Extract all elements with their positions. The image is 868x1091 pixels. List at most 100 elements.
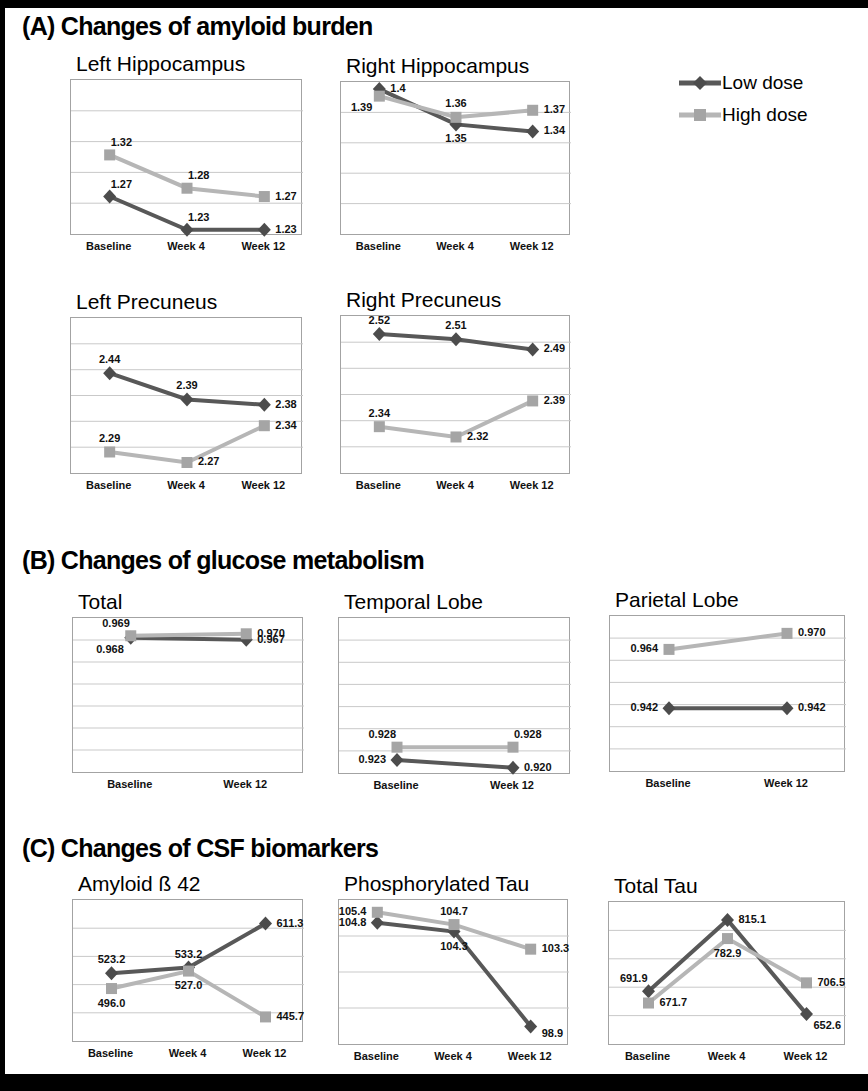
data-label: 671.7 <box>660 996 688 1009</box>
x-axis-label: Week 12 <box>243 1047 287 1059</box>
x-axis-label: Baseline <box>86 240 131 252</box>
data-label: 815.1 <box>739 913 767 926</box>
x-axis-labels: BaselineWeek 4Week 12 <box>340 235 570 257</box>
data-label: 2.38 <box>275 398 296 411</box>
chart-left-precuneus: Left Precuneus 2.442.392.382.292.272.34 … <box>70 291 302 496</box>
square-marker-icon <box>525 944 536 955</box>
data-label: 1.23 <box>188 211 209 224</box>
chart-canvas <box>71 318 303 473</box>
data-label: 2.39 <box>176 379 197 392</box>
diamond-marker-icon <box>103 190 116 204</box>
chart-left-hippocampus: Left Hippocampus 1.271.231.231.321.281.2… <box>70 54 302 257</box>
x-axis-label: Week 4 <box>436 240 474 252</box>
plot-area: 1.41.351.341.391.361.37 <box>340 81 570 235</box>
diamond-marker-icon <box>526 124 539 138</box>
data-label: 1.36 <box>445 97 466 110</box>
legend: Low dose High dose <box>678 72 808 125</box>
square-marker-icon <box>372 907 383 918</box>
x-axis-label: Week 12 <box>490 779 534 791</box>
square-marker-icon <box>449 919 460 930</box>
chart-total-tau: Total Tau 691.9815.1652.6671.7782.9706.5… <box>608 868 845 1067</box>
data-label: 1.37 <box>544 103 565 116</box>
square-marker-icon <box>801 977 812 988</box>
section-c-title: (C) Changes of CSF biomarkers <box>22 834 378 863</box>
chart-title: Right Precuneus <box>340 289 570 315</box>
x-axis-labels: BaselineWeek 4Week 12 <box>72 1042 303 1064</box>
x-axis-label: Week 12 <box>241 479 285 491</box>
data-label: 496.0 <box>98 997 126 1010</box>
square-marker-icon <box>782 628 793 639</box>
x-axis-label: Baseline <box>645 777 690 789</box>
plot-area: 0.9420.9420.9640.970 <box>609 615 845 772</box>
square-marker-icon <box>643 998 654 1009</box>
data-label: 0.920 <box>524 761 552 774</box>
data-label: 2.34 <box>369 407 390 420</box>
square-marker-icon <box>260 1011 271 1022</box>
x-axis-label: Week 12 <box>510 240 554 252</box>
x-axis-label: Week 4 <box>167 479 205 491</box>
data-label: 1.35 <box>445 132 466 145</box>
diamond-marker-icon <box>526 342 539 356</box>
plot-area: 104.8104.398.9105.4104.7103.3 <box>338 899 568 1045</box>
data-label: 1.23 <box>275 223 296 236</box>
diamond-marker-icon <box>781 701 794 715</box>
diamond-marker-icon <box>105 966 118 980</box>
data-label: 533.2 <box>175 948 203 961</box>
data-label: 652.6 <box>814 1019 842 1032</box>
square-marker-icon <box>182 183 193 194</box>
section-b-title: (B) Changes of glucose metabolism <box>22 546 424 575</box>
x-axis-labels: Baseline Week 12 <box>609 772 845 794</box>
chart-amyloid-beta-42: Amyloid ß 42 523.2533.2611.3496.0527.044… <box>72 869 303 1064</box>
diamond-marker-icon <box>450 332 463 346</box>
square-marker-icon <box>664 644 675 655</box>
diamond-marker-icon <box>103 366 116 380</box>
data-label: 1.32 <box>111 136 132 149</box>
diamond-marker-icon <box>371 916 384 930</box>
chart-title: Right Hippocampus <box>340 54 570 81</box>
chart-title: Temporal Lobe <box>338 589 570 617</box>
x-axis-label: Baseline <box>86 479 131 491</box>
data-label: 2.29 <box>99 432 120 445</box>
square-marker-icon <box>678 107 722 123</box>
x-axis-label: Baseline <box>373 779 418 791</box>
chart-right-precuneus: Right Precuneus 2.522.512.492.342.322.39… <box>340 289 570 496</box>
data-label: 0.942 <box>630 701 658 714</box>
data-label: 1.27 <box>111 178 132 191</box>
legend-item-high-dose: High dose <box>678 104 808 125</box>
x-axis-label: Week 12 <box>508 1050 552 1062</box>
data-label: 782.9 <box>714 947 742 960</box>
x-axis-label: Week 4 <box>708 1050 746 1062</box>
diamond-marker-icon <box>507 761 520 775</box>
data-label: 2.49 <box>544 342 565 355</box>
chart-temporal-lobe: Temporal Lobe 0.9230.9200.9280.928 Basel… <box>338 589 570 796</box>
square-marker-icon <box>392 742 403 753</box>
x-axis-label: Baseline <box>88 1047 133 1059</box>
data-label: 1.4 <box>390 82 405 95</box>
square-marker-icon <box>374 421 385 432</box>
series-line-high-dose <box>131 634 247 636</box>
x-axis-label: Week 12 <box>510 479 554 491</box>
diamond-marker-icon <box>391 753 404 767</box>
data-label: 611.3 <box>277 917 304 930</box>
diamond-marker-icon <box>678 75 722 91</box>
diamond-marker-icon <box>258 398 271 412</box>
data-label: 2.32 <box>467 430 488 443</box>
data-label: 105.4 <box>339 905 367 918</box>
plot-area: 0.9230.9200.9280.928 <box>338 617 570 774</box>
x-axis-label: Week 12 <box>223 778 267 790</box>
square-marker-icon <box>527 105 538 116</box>
series-line-low-dose <box>131 638 247 640</box>
x-axis-labels: BaselineWeek 4Week 12 <box>338 1045 568 1067</box>
data-label: 0.968 <box>96 643 124 656</box>
x-axis-label: Baseline <box>107 778 152 790</box>
plot-area: 2.522.512.492.342.322.39 <box>340 315 570 474</box>
plot-area: 691.9815.1652.6671.7782.9706.5 <box>608 901 845 1045</box>
series-line-high-dose <box>110 426 265 463</box>
data-label: 2.51 <box>445 319 466 332</box>
square-marker-icon <box>722 933 733 944</box>
x-axis-label: Week 12 <box>764 777 808 789</box>
legend-label-high-dose: High dose <box>722 104 808 126</box>
chart-canvas <box>339 900 569 1044</box>
square-marker-icon <box>182 457 193 468</box>
chart-title: Phosphorylated Tau <box>338 867 568 899</box>
